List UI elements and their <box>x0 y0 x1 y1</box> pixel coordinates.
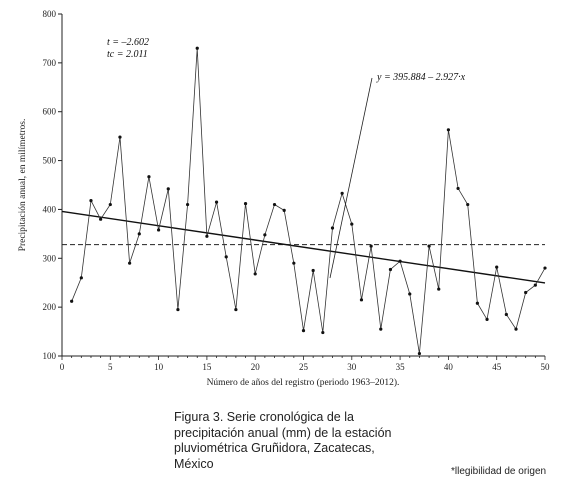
data-point <box>456 186 460 191</box>
data-point <box>157 228 161 232</box>
data-point <box>301 328 306 333</box>
x-tick-label: 0 <box>60 362 65 372</box>
data-point <box>504 312 508 317</box>
data-point <box>214 200 219 204</box>
y-tick-labels: 100 200 300 400 500 600 700 800 <box>43 9 62 361</box>
data-point <box>99 217 103 221</box>
data-point <box>234 307 238 312</box>
x-axis-label: Número de años del registro (periodo 196… <box>207 377 400 388</box>
data-point <box>379 327 383 331</box>
data-points <box>70 46 547 356</box>
data-point <box>350 222 354 226</box>
trend-line-group <box>61 210 546 284</box>
equation-leader-line <box>329 77 373 279</box>
y-tick-label: 800 <box>43 9 57 19</box>
data-point <box>137 232 141 236</box>
data-point <box>543 266 547 270</box>
data-point <box>437 287 441 291</box>
data-point <box>108 202 112 207</box>
data-point <box>417 351 422 356</box>
x-tick-label: 30 <box>347 362 357 372</box>
data-point <box>147 175 151 179</box>
trend-line <box>61 210 546 284</box>
caption-line: precipitación anual (mm) de la estación <box>174 425 392 440</box>
x-tick-label: 35 <box>396 362 406 372</box>
y-axis-label: Precipitación anual, en milímetros. <box>18 119 28 252</box>
x-tick-label: 25 <box>299 362 309 372</box>
data-point <box>79 276 83 280</box>
data-point <box>128 261 132 265</box>
data-point <box>398 259 402 263</box>
x-tick-label: 10 <box>154 362 164 372</box>
y-tick-label: 200 <box>43 302 57 312</box>
data-point <box>495 265 499 269</box>
x-tick-label: 15 <box>202 362 212 372</box>
data-point <box>89 199 93 203</box>
y-tick-label: 700 <box>43 58 57 68</box>
x-tick-label: 20 <box>251 362 261 372</box>
data-point <box>243 201 248 206</box>
data-point <box>263 233 267 237</box>
data-point <box>205 234 209 238</box>
data-point <box>524 290 528 295</box>
x-tick-label: 45 <box>492 362 502 372</box>
data-point <box>185 202 190 207</box>
data-point <box>514 327 518 331</box>
data-point <box>311 268 315 273</box>
caption-line: Figura 3. Serie cronológica de la <box>174 410 354 424</box>
data-point <box>475 301 479 305</box>
caption-line: México <box>174 456 214 471</box>
data-point <box>466 202 470 207</box>
data-point <box>253 272 257 276</box>
x-tick-label: 40 <box>444 362 454 372</box>
precipitation-series <box>71 48 546 354</box>
data-point <box>427 244 431 248</box>
data-point <box>321 330 325 335</box>
x-tick-label: 50 <box>541 362 551 372</box>
data-point <box>224 255 228 259</box>
data-point <box>292 261 296 265</box>
data-point <box>272 202 277 207</box>
tc-stat-label: tc = 2.011 <box>107 49 148 60</box>
figure-caption: Figura 3. Serie cronológica de la precip… <box>174 410 474 472</box>
data-point <box>388 267 393 272</box>
y-tick-label: 300 <box>43 253 57 263</box>
data-point <box>330 226 335 230</box>
data-point <box>176 307 180 312</box>
data-point <box>408 292 412 296</box>
data-point <box>369 244 373 248</box>
trend-equation-label: y = 395.884 – 2.927·x <box>376 72 466 83</box>
x-tick-label: 5 <box>108 362 113 372</box>
legibility-note: *llegibilidad de origen <box>451 466 547 477</box>
data-point <box>166 187 170 191</box>
data-point <box>118 135 122 139</box>
x-tick-labels: 0 5 10 15 20 25 30 35 40 45 50 <box>60 356 550 372</box>
data-point <box>70 299 74 303</box>
data-point <box>446 128 450 132</box>
data-point <box>533 283 537 287</box>
y-tick-label: 100 <box>43 351 57 361</box>
chart-axes <box>61 14 545 357</box>
caption-line: pluviométrica Gruñidora, Zacatecas, <box>174 441 375 455</box>
series-line <box>71 48 546 354</box>
data-point <box>359 298 364 302</box>
y-tick-label: 400 <box>43 204 57 214</box>
y-tick-label: 500 <box>43 156 57 166</box>
data-point <box>195 46 199 50</box>
data-point <box>340 191 344 195</box>
data-point <box>485 317 489 321</box>
data-point <box>282 208 286 213</box>
t-stat-label: t = –2.602 <box>107 37 149 48</box>
y-tick-label: 600 <box>43 107 57 117</box>
